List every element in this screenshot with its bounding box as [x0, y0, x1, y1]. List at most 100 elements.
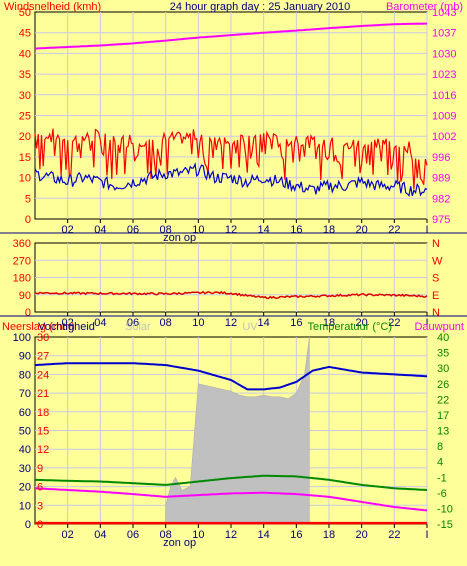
wind-direction-line [34, 290, 428, 300]
wind-panel-left-tick-label: 15 [19, 152, 31, 164]
chart-title: 24 hour graph day : 25 January 2010 [170, 1, 350, 13]
direction-panel-x-tick-label: 12 [225, 317, 237, 329]
direction-panel-x-tick-label: 10 [192, 317, 204, 329]
direction-panel-x-tick-label: 20 [356, 317, 368, 329]
climate-panel-left-tick-label: 70 [19, 388, 31, 400]
wind-panel-right-tick-label: 1009 [432, 111, 456, 123]
wind-panel-right-tick-label: 1016 [432, 90, 456, 102]
direction-panel-left-tick-label: 0 [25, 307, 31, 319]
wind-panel-x-tick-label: 06 [127, 224, 139, 236]
direction-panel-x-tick-label: 18 [323, 317, 335, 329]
climate-panel-rain-tick-label: 24 [37, 369, 49, 381]
climate-panel-rain-tick-label: 21 [37, 388, 49, 400]
climate-panel-x-tick-label: I [425, 529, 428, 541]
temperature-line [34, 474, 428, 491]
climate-panel-right-tick-label: 35 [437, 348, 449, 360]
barometer-axis-title: Barometer (mb) [386, 1, 463, 13]
solar-label: Solar [125, 321, 151, 333]
climate-panel-left-tick-label: 80 [19, 369, 31, 381]
climate-panel-right-tick-label: 4 [437, 457, 443, 469]
climate-panel-x-tick-label: 22 [388, 529, 400, 541]
climate-panel-rain-tick-label: 27 [37, 351, 49, 363]
climate-panel-rain-tick-label: 0 [37, 519, 43, 531]
climate-panel-right-tick-label: -6 [437, 488, 447, 500]
wind-panel-left-tick-label: 50 [19, 7, 31, 19]
climate-panel-right-tick-label: -15 [437, 519, 453, 531]
climate-panel-right-tick-label: 17 [437, 410, 449, 422]
climate-panel-right-tick-label: 26 [437, 379, 449, 391]
wind-panel-left-tick-label: 10 [19, 173, 31, 185]
dewpoint-axis-title: Dauwpunt [414, 321, 464, 333]
climate-panel-left-tick-label: 0 [25, 519, 31, 531]
humidity-axis-title: Vochtigheid [38, 321, 95, 333]
wind-panel-left-tick-label: 5 [25, 193, 31, 205]
sunrise-label-top: zon op [163, 232, 196, 244]
temperature-axis-title: Temperatuur (°C) [308, 321, 392, 333]
direction-panel-right-tick-label: N [432, 307, 440, 319]
climate-panel-right-tick-label: -1 [437, 472, 447, 484]
climate-panel-x-tick-label: 18 [323, 529, 335, 541]
climate-panel-rain-tick-label: 30 [37, 332, 49, 344]
wind-panel-right-tick-label: 1030 [432, 48, 456, 60]
wind-gust-line [34, 128, 428, 190]
direction-panel-x-tick-label: 14 [258, 317, 270, 329]
direction-panel-right-tick-label: N [432, 238, 440, 250]
wind-panel-left-tick-label: 30 [19, 90, 31, 102]
direction-panel-x-tick-label: 22 [388, 317, 400, 329]
direction-panel-x-tick-label: 02 [62, 317, 74, 329]
climate-panel-x-tick-label: 06 [127, 529, 139, 541]
uv-label: UV [242, 321, 258, 333]
climate-panel-x-tick-label: 04 [94, 529, 106, 541]
climate-panel-right-tick-label: 8 [437, 441, 443, 453]
climate-panel-rain-tick-label: 12 [37, 444, 49, 456]
wind-panel-right-tick-label: 989 [432, 173, 450, 185]
direction-panel-right-tick-label: S [432, 273, 439, 285]
wind-panel-x-tick-label: I [425, 224, 428, 236]
climate-panel-x-tick-label: 16 [290, 529, 302, 541]
climate-panel-rain-tick-label: 6 [37, 482, 43, 494]
climate-panel-rain-tick-label: 15 [37, 426, 49, 438]
climate-panel-x-tick-label: 12 [225, 529, 237, 541]
direction-panel-x-tick-label: 08 [160, 317, 172, 329]
wind-speed-line [34, 162, 428, 197]
wind-panel-right-tick-label: 1023 [432, 69, 456, 81]
wind-panel-x-tick-label: 14 [258, 224, 270, 236]
climate-panel-x-tick-label: 20 [356, 529, 368, 541]
wind-panel-x-tick-label: 22 [388, 224, 400, 236]
wind-panel-right-tick-label: 1043 [432, 7, 456, 19]
climate-panel-right-tick-label: 30 [437, 363, 449, 375]
direction-panel-x-tick-label: 16 [290, 317, 302, 329]
solar-area [165, 336, 310, 525]
wind-panel-left-tick-label: 0 [25, 214, 31, 226]
wind-panel-x-tick-label: 12 [225, 224, 237, 236]
climate-panel-left-tick-label: 40 [19, 444, 31, 456]
direction-panel-left-tick-label: 180 [13, 273, 31, 285]
wind-panel-right-tick-label: 975 [432, 214, 450, 226]
direction-panel-x-tick-label: I [425, 317, 428, 329]
climate-panel-right-tick-label: 22 [437, 394, 449, 406]
dewpoint-line [34, 487, 428, 512]
climate-panel-x-tick-label: 10 [192, 529, 204, 541]
wind-panel-x-tick-label: 04 [94, 224, 106, 236]
climate-panel-x-tick-label: 14 [258, 529, 270, 541]
barometer-line [35, 22, 427, 50]
wind-panel-x-tick-label: 18 [323, 224, 335, 236]
climate-panel-left-tick-label: 50 [19, 426, 31, 438]
climate-panel-right-tick-label: 40 [437, 332, 449, 344]
climate-panel-rain-tick-label: 9 [37, 463, 43, 475]
wind-panel-right-tick-label: 1002 [432, 131, 456, 143]
wind-panel-left-tick-label: 25 [19, 111, 31, 123]
climate-panel-x-tick-label: 02 [62, 529, 74, 541]
climate-panel-left-tick-label: 10 [19, 500, 31, 512]
climate-panel-left-tick-label: 90 [19, 351, 31, 363]
climate-panel-rain-tick-label: 18 [37, 407, 49, 419]
direction-panel-x-tick-label: 04 [94, 317, 106, 329]
wind-panel-left-tick-label: 40 [19, 48, 31, 60]
wind-axis-title: Windsnelheid (kmh) [4, 1, 101, 13]
wind-panel-right-tick-label: 1037 [432, 28, 456, 40]
direction-panel-left-tick-label: 90 [19, 290, 31, 302]
direction-panel-left-tick-label: 270 [13, 255, 31, 267]
wind-panel-x-tick-label: 16 [290, 224, 302, 236]
